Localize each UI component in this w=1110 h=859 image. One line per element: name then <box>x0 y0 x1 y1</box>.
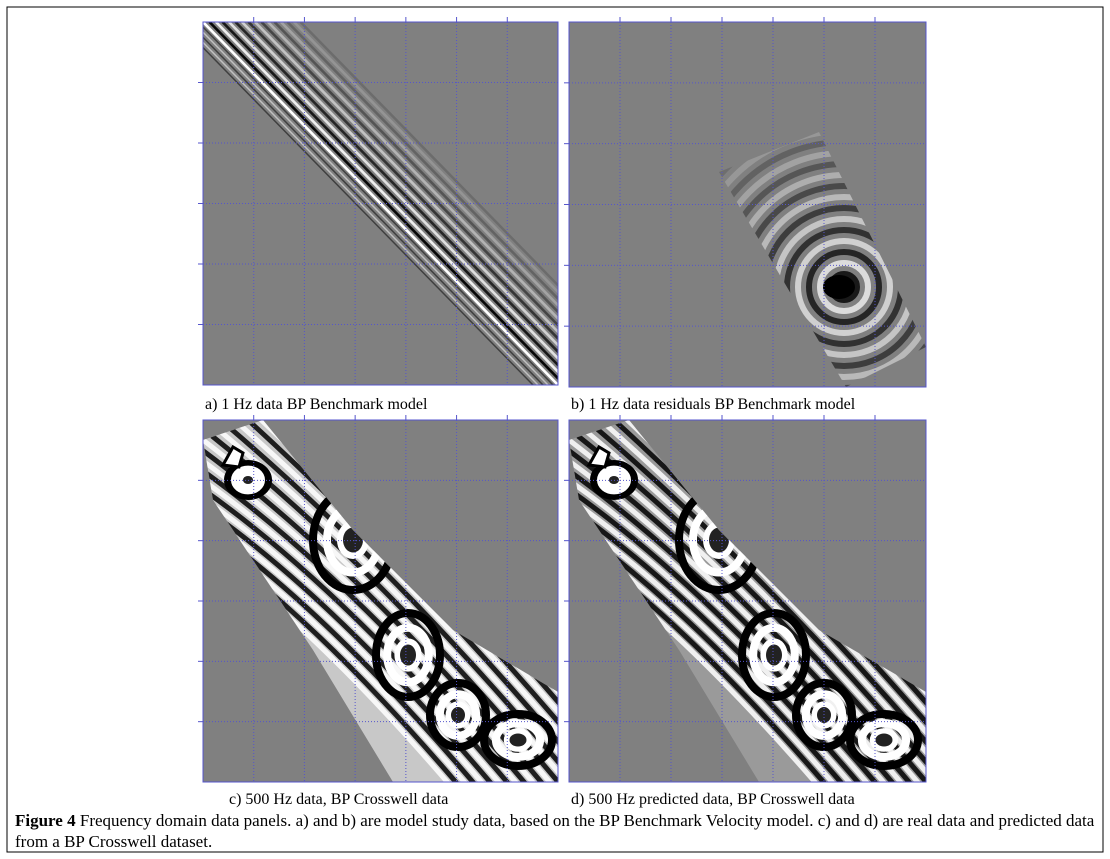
panel-caption: d) 500 Hz predicted data, BP Crosswell d… <box>571 791 855 808</box>
figure-graphics: a) 1 Hz data BP Benchmark model b) 1 Hz … <box>0 0 1110 859</box>
panel-caption: a) 1 Hz data BP Benchmark model <box>205 396 428 413</box>
figure-caption-text: Frequency domain data panels. a) and b) … <box>15 811 1094 851</box>
panel-caption: c) 500 Hz data, BP Crosswell data <box>229 791 448 808</box>
figure-label: Figure 4 <box>15 811 76 830</box>
band-core <box>876 734 893 747</box>
band-core <box>766 645 782 666</box>
panel-image <box>569 22 1044 487</box>
panel-caption: b) 1 Hz data residuals BP Benchmark mode… <box>571 396 856 413</box>
residual-core <box>823 275 855 299</box>
band-core <box>400 645 416 666</box>
band-core <box>451 707 465 723</box>
figure-caption: Figure 4 Frequency domain data panels. a… <box>15 810 1095 852</box>
band-core <box>510 734 527 747</box>
panel-image <box>95 392 630 828</box>
figure: a) 1 Hz data BP Benchmark model b) 1 Hz … <box>0 0 1110 859</box>
